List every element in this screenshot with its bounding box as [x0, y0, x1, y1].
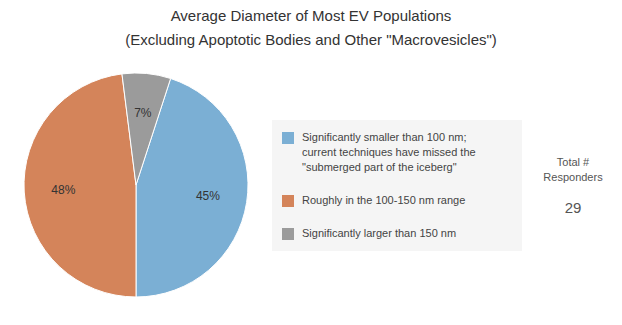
svg-text:7%: 7%: [134, 106, 152, 120]
html-text:Significantly smaller than 100: Significantly smaller than 100 nm; curre…: [302, 130, 476, 173]
svg-text:45%: 45%: [196, 189, 220, 203]
svg-text:48%: 48%: [51, 183, 75, 197]
html-text:Total # Responders: Total # Responders: [543, 155, 603, 183]
html-text:(Excluding Apoptotic Bodies an: (Excluding Apoptotic Bodies and Other "M…: [125, 31, 497, 48]
html-text:29: 29: [564, 198, 582, 216]
html-text:Roughly in the 100-150 nm rang: Roughly in the 100-150 nm range: [302, 193, 466, 206]
html-text:Significantly larger than 150: Significantly larger than 150 nm: [302, 226, 457, 239]
html-text:Average Diameter of Most EV Po: Average Diameter of Most EV Populations: [170, 7, 452, 24]
